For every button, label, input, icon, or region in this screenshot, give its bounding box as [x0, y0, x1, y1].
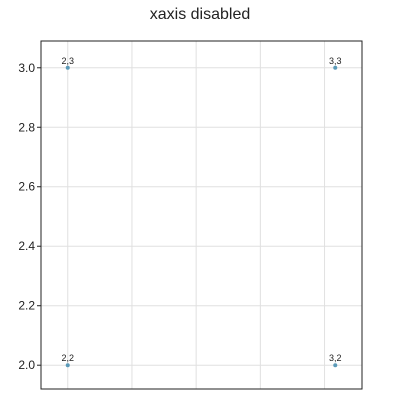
- data-label: 3,2: [329, 353, 342, 363]
- data-label: 3,3: [329, 56, 342, 66]
- plot-area-frame: [40, 40, 363, 390]
- y-tick-label: 2.6: [18, 180, 35, 194]
- data-labels: 2,3 3,3 2,2 3,2: [61, 56, 341, 363]
- data-point: [65, 363, 70, 368]
- y-tick-label: 2.4: [18, 239, 35, 253]
- data-points: [65, 65, 338, 368]
- chart-title: xaxis disabled: [149, 6, 251, 23]
- data-label: 2,3: [61, 56, 74, 66]
- y-tick-label: 2.8: [18, 120, 35, 134]
- y-axis: 2.0 2.2 2.4 2.6 2.8 3.0: [18, 61, 41, 372]
- grid-lines: [41, 41, 362, 389]
- y-tick-label: 3.0: [18, 61, 35, 75]
- y-tick-label: 2.2: [18, 299, 35, 313]
- data-point: [333, 363, 338, 368]
- data-point: [65, 65, 70, 70]
- data-point: [333, 65, 338, 70]
- y-tick-label: 2.0: [18, 358, 35, 372]
- data-label: 2,2: [61, 353, 74, 363]
